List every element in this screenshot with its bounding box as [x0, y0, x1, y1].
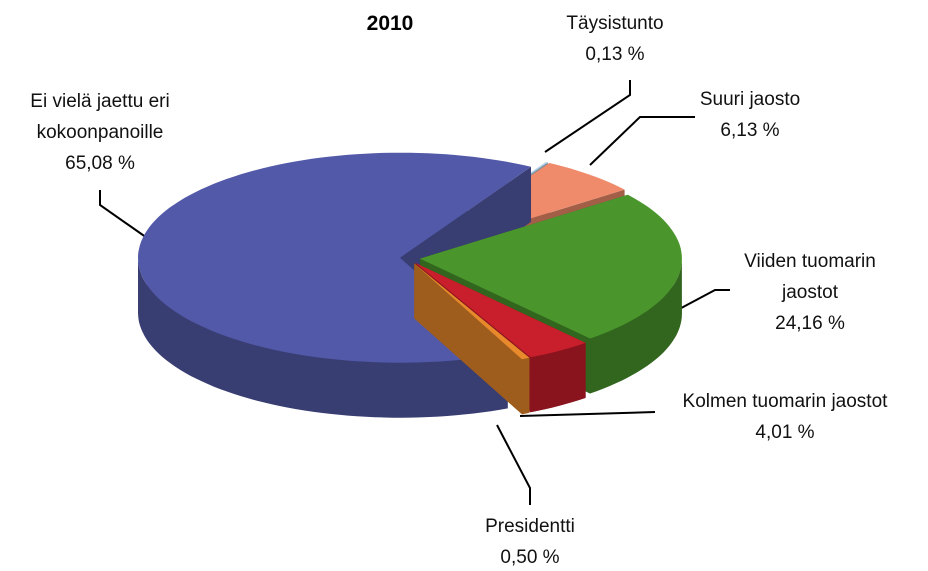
value-label: 4,01 %	[755, 422, 815, 443]
category-label: Viiden tuomarin jaostot	[744, 251, 876, 303]
value-label: 24,16 %	[775, 313, 845, 334]
category-label: Ei vielä jaettu eri kokoonpanoille	[30, 91, 170, 143]
slice-label: Viiden tuomarin jaostot 24,16 %	[730, 246, 890, 339]
value-label: 6,13 %	[720, 120, 780, 141]
slice	[415, 263, 586, 358]
slice-label: Täysistunto 0,13 %	[545, 8, 685, 70]
value-label: 65,08 %	[65, 153, 135, 174]
leader-line	[496, 424, 531, 505]
slice-side	[521, 357, 530, 415]
leader-line	[544, 80, 631, 153]
value-label: 0,13 %	[585, 44, 645, 65]
pie	[138, 152, 682, 418]
leader-lines	[99, 80, 730, 505]
slice-label: Ei vielä jaettu eri kokoonpanoille 65,08 …	[5, 86, 195, 179]
leader-line	[519, 411, 656, 417]
slice-label: Presidentti 0,50 %	[440, 511, 620, 571]
slice-side	[138, 257, 508, 409]
slice-side	[590, 258, 682, 394]
slice	[419, 194, 682, 339]
slice-label: Suuri jaosto 6,13 %	[670, 84, 830, 146]
slice	[414, 263, 530, 360]
slice-side	[530, 342, 586, 413]
category-label: Presidentti	[485, 516, 575, 537]
leader-line	[589, 116, 695, 166]
slice-label: Kolmen tuomarin jaostot 4,01 %	[630, 386, 928, 448]
value-label: 0,50 %	[500, 547, 560, 568]
category-label: Kolmen tuomarin jaostot	[682, 391, 888, 412]
slice-wall	[414, 263, 522, 415]
category-label: Suuri jaosto	[699, 89, 801, 110]
category-label: Täysistunto	[566, 13, 664, 34]
chart-title: 2010	[366, 12, 414, 35]
leader-line	[99, 190, 151, 241]
